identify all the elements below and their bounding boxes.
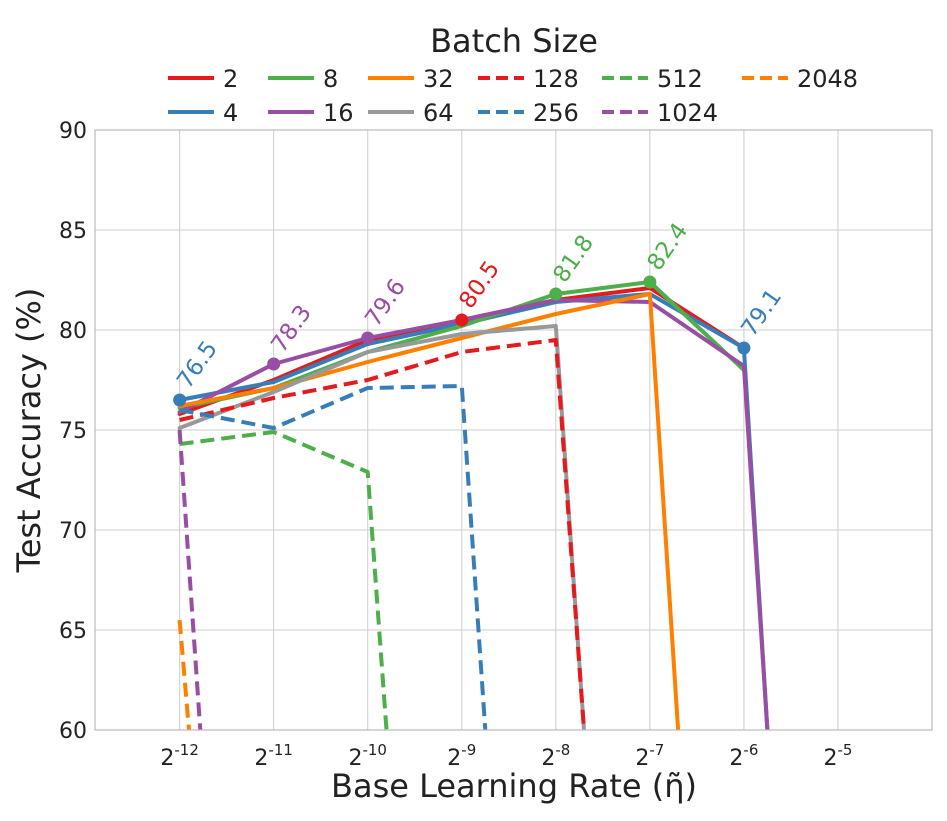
best-markers: 76.578.3 79.6 80.5 81.8 82.479.1 [172, 219, 787, 407]
series-line-256 [179, 384, 488, 730]
best-point-marker [267, 357, 281, 371]
y-tick-label: 80 [59, 319, 87, 344]
best-point-marker [455, 313, 469, 327]
y-tick-label: 70 [59, 519, 87, 544]
legend-label-512: 512 [657, 65, 703, 93]
tick-labels: 60 65 70 75 80 85 90 2-12 2-11 2-10 2-9 2-8 2-7 2-6 2-… [59, 119, 852, 771]
x-tick-label: 2-12 [160, 741, 199, 771]
series-line-32 [177, 292, 681, 730]
series-line-2048 [177, 619, 191, 730]
grid [95, 129, 932, 731]
y-tick-label: 60 [59, 719, 87, 744]
legend-label-16: 16 [323, 99, 354, 127]
x-tick-label: 2-10 [348, 741, 387, 771]
series-line-128 [179, 338, 586, 730]
y-axis-title: Test Accuracy (%) [10, 288, 48, 574]
series-line-4 [177, 292, 770, 730]
legend-label-8: 8 [323, 65, 338, 93]
best-point-marker [549, 287, 563, 301]
series-line-512 [179, 430, 389, 730]
legend-label-1024: 1024 [657, 99, 718, 127]
legend-label-4: 4 [223, 99, 238, 127]
y-tick-label: 75 [59, 419, 87, 444]
y-tick-label: 65 [59, 619, 87, 644]
x-tick-label: 2-9 [447, 741, 476, 771]
best-point-marker [737, 341, 751, 355]
series-lines [177, 280, 770, 730]
legend-label-128: 128 [533, 65, 579, 93]
legend-label-256: 256 [533, 99, 579, 127]
x-tick-label: 2-8 [541, 741, 570, 771]
legend: 2 4 8 16 32 64 128 256 512 1024 2048 [168, 65, 858, 127]
x-tick-label: 2-7 [635, 741, 664, 771]
x-tick-label: 2-5 [823, 741, 852, 771]
best-point-marker [643, 275, 657, 289]
legend-label-32: 32 [423, 65, 454, 93]
best-point-marker [173, 393, 187, 407]
plot-frame [94, 129, 933, 731]
legend-title: Batch Size [430, 22, 598, 60]
legend-label-2: 2 [223, 65, 238, 93]
x-tick-label: 2-11 [254, 741, 293, 771]
best-point-marker [361, 331, 375, 345]
x-tick-label: 2-6 [729, 741, 758, 771]
axes-frame [94, 129, 933, 731]
series-line-16 [177, 298, 770, 730]
series-line-64 [177, 324, 586, 730]
legend-label-2048: 2048 [797, 65, 858, 93]
y-tick-label: 90 [59, 119, 87, 144]
legend-label-64: 64 [423, 99, 454, 127]
y-tick-label: 85 [59, 219, 87, 244]
x-axis-title: Base Learning Rate (η̃) [331, 767, 697, 805]
series-line-1024 [177, 429, 203, 730]
